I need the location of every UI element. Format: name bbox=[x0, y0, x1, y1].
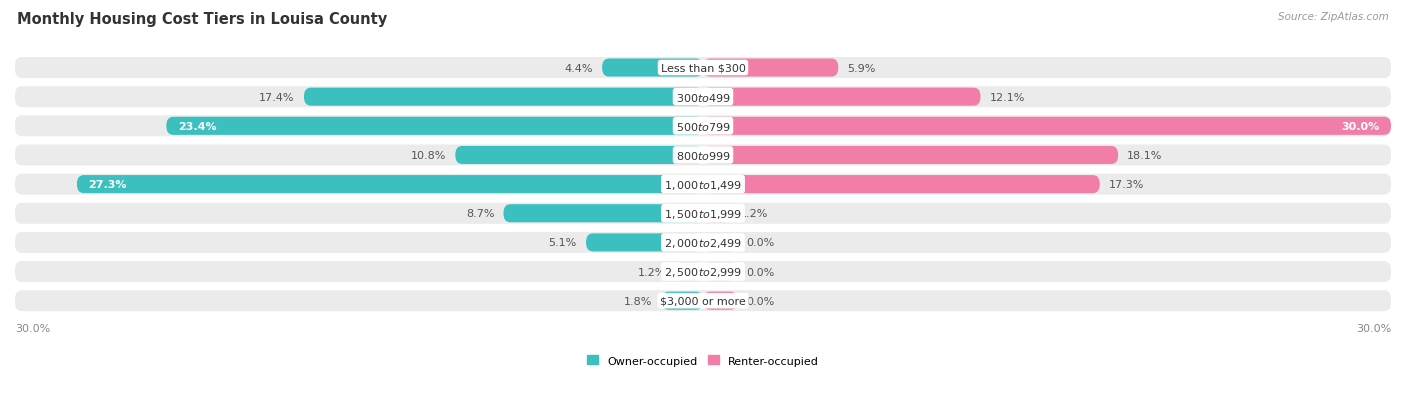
FancyBboxPatch shape bbox=[662, 292, 703, 310]
Text: 1.2%: 1.2% bbox=[638, 267, 666, 277]
Text: 5.9%: 5.9% bbox=[848, 63, 876, 74]
FancyBboxPatch shape bbox=[703, 234, 737, 252]
FancyBboxPatch shape bbox=[77, 176, 703, 194]
FancyBboxPatch shape bbox=[15, 261, 1391, 282]
FancyBboxPatch shape bbox=[703, 205, 731, 223]
FancyBboxPatch shape bbox=[15, 87, 1391, 108]
FancyBboxPatch shape bbox=[166, 117, 703, 135]
FancyBboxPatch shape bbox=[15, 58, 1391, 79]
FancyBboxPatch shape bbox=[703, 147, 1118, 165]
FancyBboxPatch shape bbox=[703, 88, 980, 107]
Text: 0.0%: 0.0% bbox=[747, 267, 775, 277]
FancyBboxPatch shape bbox=[15, 203, 1391, 224]
Text: $2,000 to $2,499: $2,000 to $2,499 bbox=[664, 236, 742, 249]
FancyBboxPatch shape bbox=[703, 117, 1391, 135]
Text: 23.4%: 23.4% bbox=[177, 121, 217, 131]
Text: 17.3%: 17.3% bbox=[1109, 180, 1144, 190]
Text: 10.8%: 10.8% bbox=[411, 151, 446, 161]
FancyBboxPatch shape bbox=[503, 205, 703, 223]
Text: 0.0%: 0.0% bbox=[747, 296, 775, 306]
Legend: Owner-occupied, Renter-occupied: Owner-occupied, Renter-occupied bbox=[582, 351, 824, 370]
Text: 0.0%: 0.0% bbox=[747, 238, 775, 248]
Text: Source: ZipAtlas.com: Source: ZipAtlas.com bbox=[1278, 12, 1389, 22]
FancyBboxPatch shape bbox=[703, 263, 737, 281]
Text: $2,500 to $2,999: $2,500 to $2,999 bbox=[664, 266, 742, 278]
Text: 17.4%: 17.4% bbox=[259, 93, 295, 102]
Text: 5.1%: 5.1% bbox=[548, 238, 576, 248]
Text: Less than $300: Less than $300 bbox=[661, 63, 745, 74]
FancyBboxPatch shape bbox=[15, 145, 1391, 166]
FancyBboxPatch shape bbox=[15, 116, 1391, 137]
FancyBboxPatch shape bbox=[703, 59, 838, 77]
Text: 1.2%: 1.2% bbox=[740, 209, 768, 219]
Text: 30.0%: 30.0% bbox=[1355, 323, 1391, 333]
Text: $800 to $999: $800 to $999 bbox=[675, 150, 731, 161]
Text: 18.1%: 18.1% bbox=[1128, 151, 1163, 161]
FancyBboxPatch shape bbox=[456, 147, 703, 165]
Text: $1,000 to $1,499: $1,000 to $1,499 bbox=[664, 178, 742, 191]
Text: 30.0%: 30.0% bbox=[1341, 121, 1379, 131]
Text: $500 to $799: $500 to $799 bbox=[675, 121, 731, 133]
Text: $1,500 to $1,999: $1,500 to $1,999 bbox=[664, 207, 742, 220]
Text: 30.0%: 30.0% bbox=[15, 323, 51, 333]
FancyBboxPatch shape bbox=[703, 292, 737, 310]
Text: 4.4%: 4.4% bbox=[564, 63, 593, 74]
FancyBboxPatch shape bbox=[703, 176, 1099, 194]
FancyBboxPatch shape bbox=[675, 263, 703, 281]
Text: 1.8%: 1.8% bbox=[624, 296, 652, 306]
FancyBboxPatch shape bbox=[15, 290, 1391, 311]
FancyBboxPatch shape bbox=[15, 233, 1391, 253]
FancyBboxPatch shape bbox=[586, 234, 703, 252]
FancyBboxPatch shape bbox=[602, 59, 703, 77]
Text: 12.1%: 12.1% bbox=[990, 93, 1025, 102]
FancyBboxPatch shape bbox=[15, 174, 1391, 195]
Text: Monthly Housing Cost Tiers in Louisa County: Monthly Housing Cost Tiers in Louisa Cou… bbox=[17, 12, 387, 27]
Text: 27.3%: 27.3% bbox=[89, 180, 127, 190]
Text: $3,000 or more: $3,000 or more bbox=[661, 296, 745, 306]
FancyBboxPatch shape bbox=[304, 88, 703, 107]
Text: $300 to $499: $300 to $499 bbox=[675, 91, 731, 103]
Text: 8.7%: 8.7% bbox=[465, 209, 495, 219]
